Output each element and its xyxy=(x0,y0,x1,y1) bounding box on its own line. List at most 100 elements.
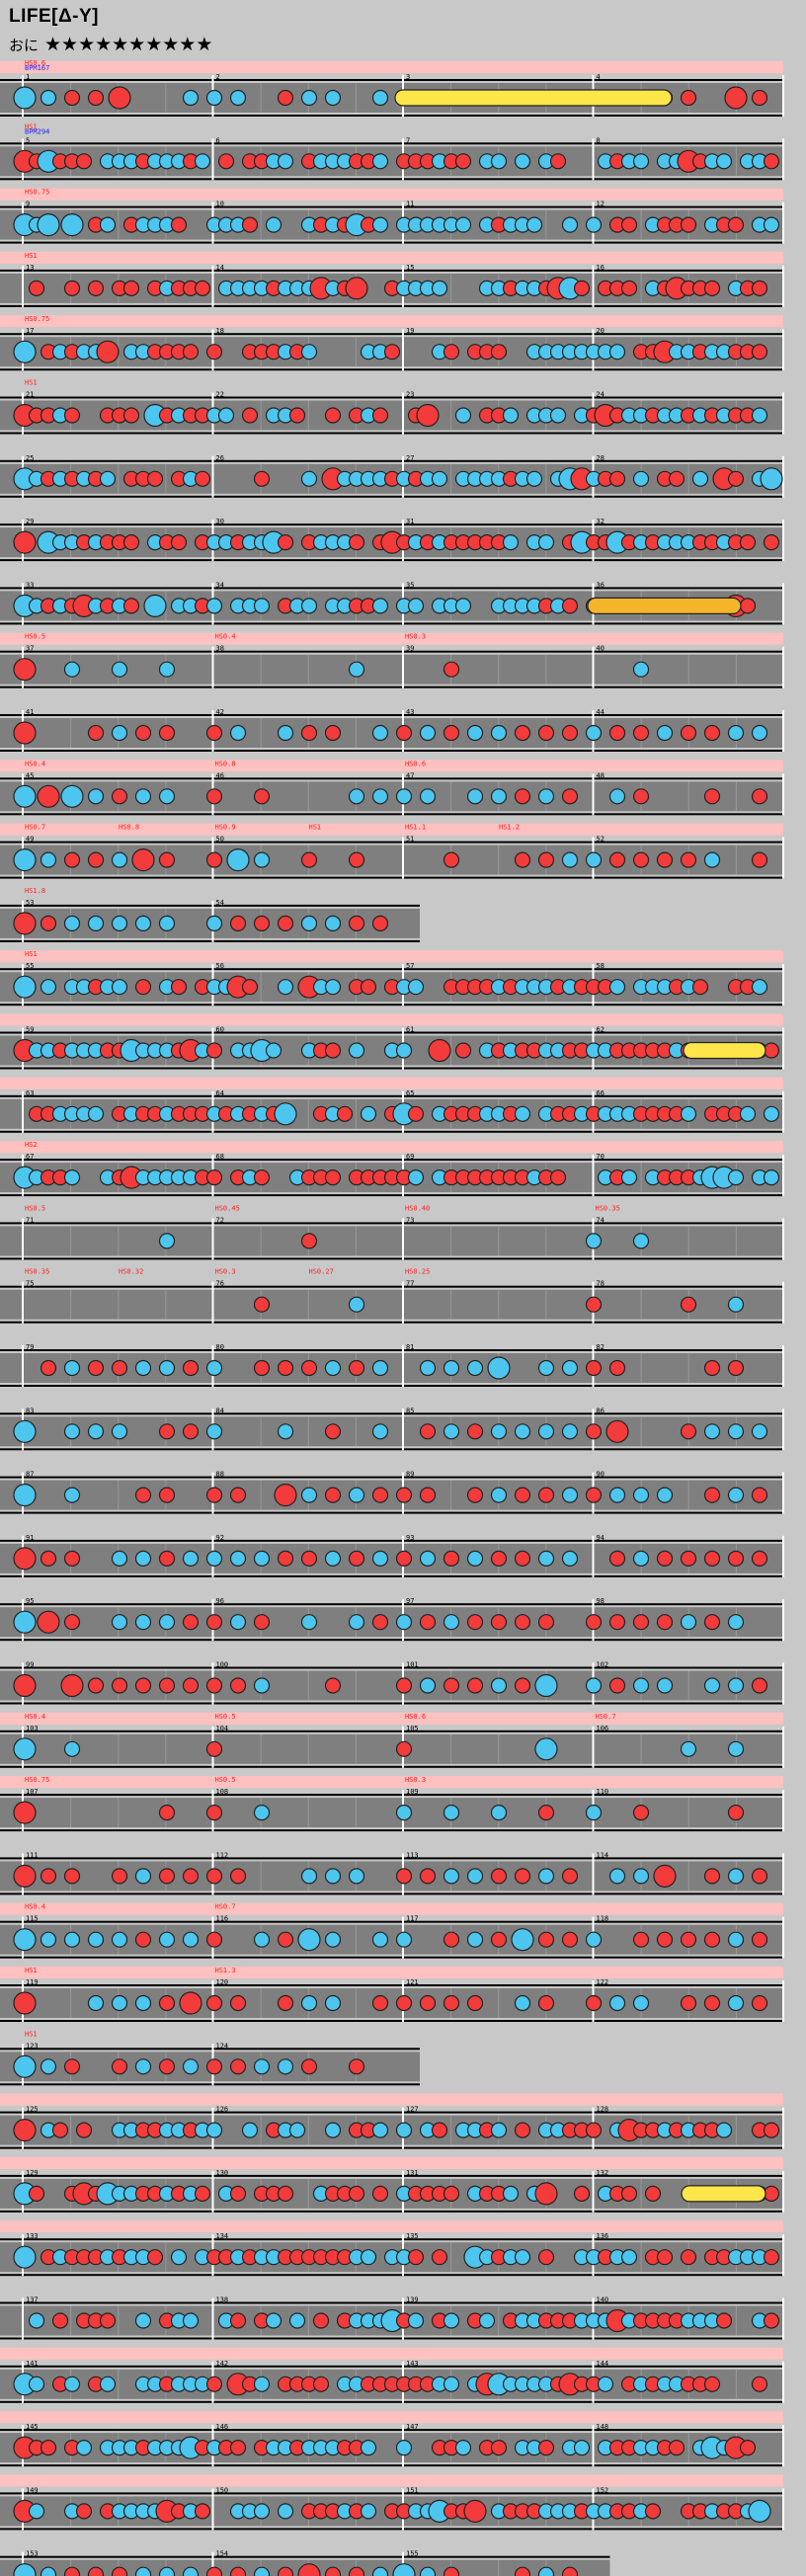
ka-note xyxy=(13,1928,37,1952)
beat-line xyxy=(640,1163,642,1193)
measure-line xyxy=(782,1853,784,1895)
ka-note xyxy=(632,1868,650,1885)
beat-line xyxy=(260,1988,262,2018)
ka-note xyxy=(502,407,520,424)
ka-note xyxy=(703,1423,721,1440)
ka-note xyxy=(13,1419,37,1443)
ka-note xyxy=(324,1550,342,1568)
don-note xyxy=(182,1359,200,1377)
lane-top-line xyxy=(0,1159,783,1162)
measure-number: 23 xyxy=(406,391,414,399)
don-note xyxy=(608,1614,626,1631)
don-note xyxy=(703,724,721,742)
don-note xyxy=(51,2312,69,2329)
don-note xyxy=(490,2440,508,2456)
ka-note xyxy=(277,2058,294,2075)
lane-top-line xyxy=(0,841,783,844)
drumroll-bar xyxy=(394,89,673,107)
don-note xyxy=(146,470,164,487)
ka-note xyxy=(490,788,508,805)
ka-note xyxy=(585,1677,603,1694)
row-highlight xyxy=(0,1776,783,1789)
don-note xyxy=(608,851,626,868)
don-note xyxy=(229,1487,247,1503)
ka-note xyxy=(487,1356,511,1380)
measure-number: 60 xyxy=(216,1026,224,1034)
don-note xyxy=(608,724,626,742)
beat-line xyxy=(355,1798,357,1828)
lane xyxy=(0,1543,783,1573)
don-note xyxy=(703,1614,721,1631)
scroll-label: HS0.4 xyxy=(25,1713,45,1721)
lane xyxy=(0,718,783,748)
don-note xyxy=(751,1931,768,1948)
don-note xyxy=(87,724,105,742)
don-note xyxy=(466,1423,484,1440)
scroll-label: HS1.3 xyxy=(215,1967,236,1974)
ka-note xyxy=(392,2563,416,2576)
don-note xyxy=(205,1614,223,1631)
don-note xyxy=(63,851,81,868)
beat-line xyxy=(735,845,737,875)
ka-note xyxy=(371,1550,389,1568)
lane xyxy=(0,1226,783,1256)
don-note xyxy=(229,1994,247,2012)
beat-line xyxy=(307,781,309,812)
ka-note xyxy=(466,1359,484,1377)
scroll-label: HS0.5 xyxy=(215,1776,236,1784)
ka-note xyxy=(300,1614,318,1631)
don-note xyxy=(158,1677,176,1694)
lane-bottom-line xyxy=(0,2337,783,2340)
don-note xyxy=(324,1423,342,1440)
ka-note xyxy=(514,1994,531,2012)
don-note xyxy=(87,851,105,868)
row-highlight xyxy=(0,2093,783,2106)
measure-number: 107 xyxy=(26,1788,39,1796)
ka-note xyxy=(87,1994,105,2012)
scroll-label: HS0.25 xyxy=(405,1268,430,1276)
measure-line xyxy=(402,1281,404,1324)
ka-note xyxy=(727,1296,745,1313)
measure-line xyxy=(22,1281,24,1324)
measure-number: 33 xyxy=(26,581,34,589)
ka-note xyxy=(751,979,768,996)
measure-line xyxy=(782,201,784,244)
measure-number: 1 xyxy=(26,73,30,81)
difficulty-stars: ★★★★★★★★★★ xyxy=(44,34,213,55)
beat-line xyxy=(545,654,547,684)
don-note xyxy=(277,1359,294,1377)
don-note xyxy=(668,470,685,487)
ka-note xyxy=(99,470,117,487)
don-note xyxy=(277,1994,294,2012)
measure-line xyxy=(782,2488,784,2531)
don-note xyxy=(158,1804,176,1821)
don-note xyxy=(419,1423,437,1440)
ka-note xyxy=(727,1677,745,1694)
don-note xyxy=(51,2122,69,2138)
measure-number: 69 xyxy=(406,1153,414,1161)
scroll-label: HS0.6 xyxy=(25,59,45,67)
scroll-label: HS1 xyxy=(25,2030,38,2038)
lane-bottom-line xyxy=(0,750,783,752)
beat-line xyxy=(545,1289,547,1320)
beat-line xyxy=(735,781,737,812)
ka-note xyxy=(63,661,81,678)
don-note xyxy=(13,1801,37,1824)
ka-note xyxy=(241,2122,259,2138)
beat-line xyxy=(260,83,262,113)
measure-line xyxy=(402,646,404,688)
scroll-label: HS0.7 xyxy=(596,1713,616,1721)
ka-note xyxy=(40,851,57,868)
beat-line xyxy=(260,400,262,431)
lane-top-line xyxy=(0,1539,783,1542)
don-note xyxy=(680,1931,697,1948)
ka-note xyxy=(111,915,128,932)
don-note xyxy=(739,2440,757,2456)
ka-note xyxy=(443,1868,460,1885)
ka-note xyxy=(490,1804,508,1821)
don-note xyxy=(632,1931,650,1948)
measure-number: 155 xyxy=(406,2550,419,2558)
don-note xyxy=(122,598,140,614)
don-note xyxy=(739,533,757,551)
measure-number: 15 xyxy=(406,264,414,272)
